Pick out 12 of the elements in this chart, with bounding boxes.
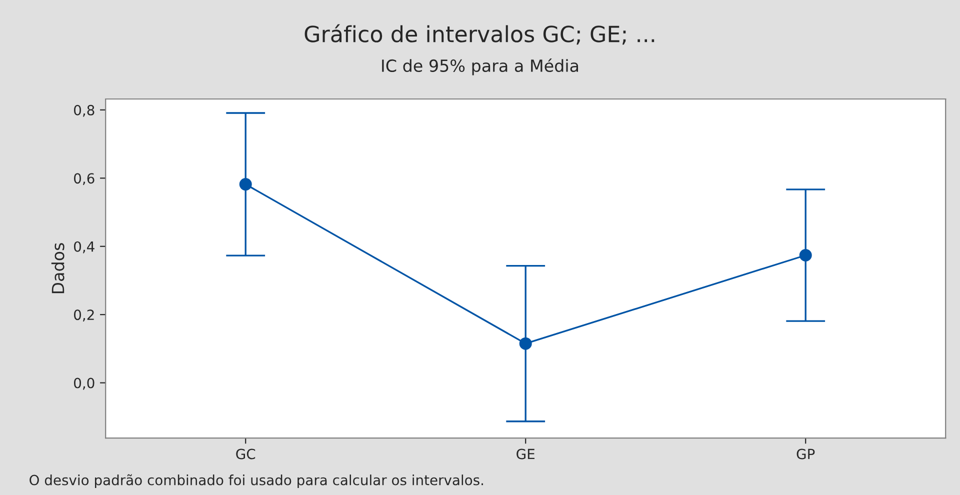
y-tick-label: 0,2 [74,310,94,322]
y-tick-label: 0,8 [74,104,94,117]
y-axis-title: Dados [51,243,64,294]
x-tick-label: GC [236,448,256,460]
x-tick-label: GE [516,448,534,460]
text: O desvio padrão combinado foi usado para calcular os intervalos. [30,474,483,488]
x-tick-label: GP [796,448,815,460]
y-tick-label: 0,6 [74,173,94,186]
chart-subtitle: IC de 95% para a Média [382,58,578,76]
y-tick-label: 0,4 [74,241,94,254]
chart-title: Gráfico de intervalos GC; GE; ... [304,24,654,45]
y-tick-label: 0,0 [74,378,94,390]
